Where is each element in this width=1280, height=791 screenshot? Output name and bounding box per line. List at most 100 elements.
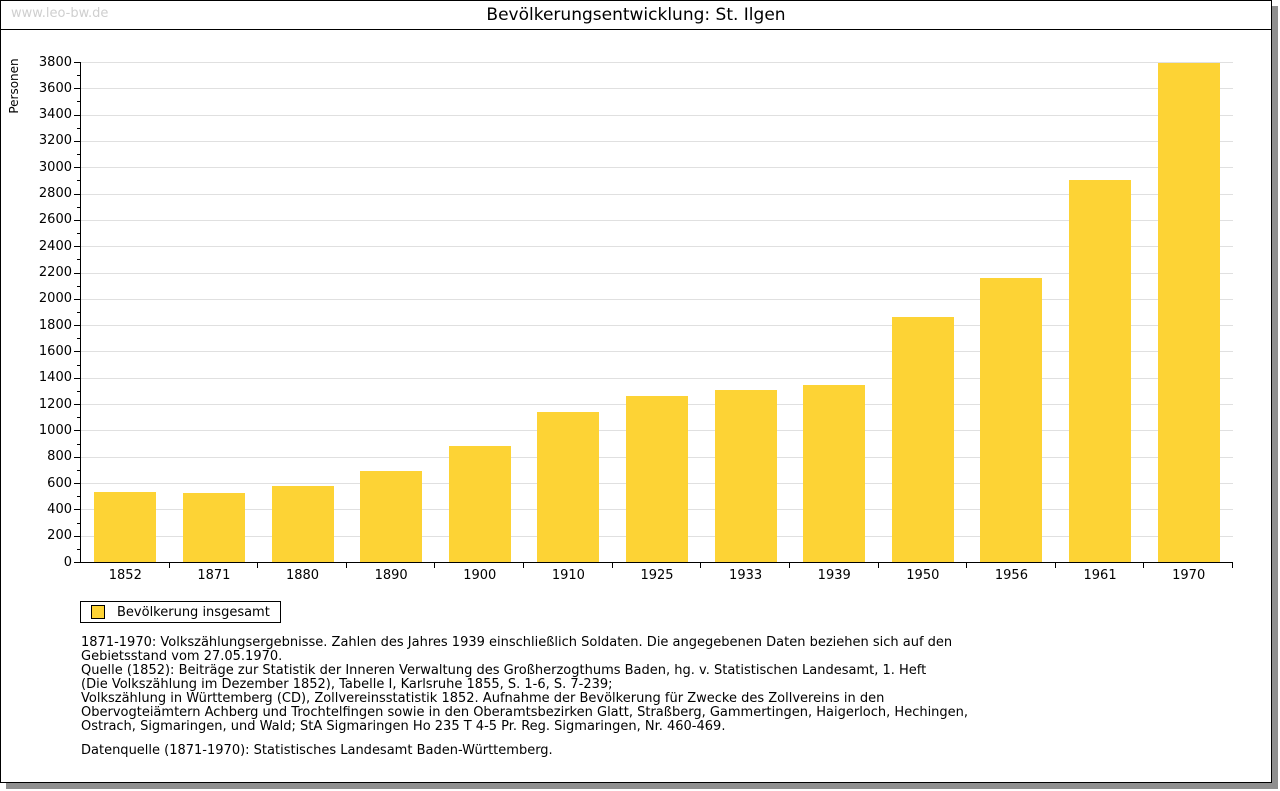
y-minor-tick — [77, 154, 81, 156]
footnote-line: Quelle (1852): Beiträge zur Statistik de… — [81, 663, 927, 678]
y-minor-tick — [77, 259, 81, 261]
y-tick-label: 2400 — [38, 238, 72, 254]
plot-area: 0 200 400 600 800 1000 1200 1400 1600 1800 2000 220… — [39, 55, 1233, 583]
gridline — [81, 167, 1233, 169]
x-tick-label: 1890 — [374, 568, 408, 583]
y-tick-label: 1000 — [38, 422, 72, 438]
y-tick-label: 3800 — [38, 54, 72, 70]
y-tick-label: 2000 — [38, 291, 72, 307]
bar-1852 — [94, 492, 157, 562]
y-major-tick — [74, 377, 81, 379]
y-minor-tick — [77, 364, 81, 366]
y-minor-tick — [77, 417, 81, 419]
x-tick-label: 1910 — [551, 568, 585, 583]
watermark: www.leo-bw.de — [11, 6, 109, 21]
y-minor-tick — [77, 548, 81, 550]
y-tick-label: 3000 — [38, 159, 72, 175]
y-major-tick — [74, 351, 81, 353]
bar-1961 — [1069, 180, 1132, 562]
y-major-tick — [74, 193, 81, 195]
x-tick — [257, 563, 259, 568]
y-minor-tick — [77, 338, 81, 340]
bar-1871 — [182, 492, 245, 562]
x-tick-label: 1925 — [640, 568, 674, 583]
y-tick-label: 1400 — [38, 370, 72, 386]
y-major-tick — [74, 246, 81, 248]
x-tick-label: 1970 — [1172, 568, 1206, 583]
gridline — [81, 351, 1233, 353]
y-minor-tick — [77, 233, 81, 235]
y-minor-tick — [77, 390, 81, 392]
gridline — [81, 193, 1233, 195]
x-tick — [1143, 563, 1145, 568]
y-tick-label: 3400 — [38, 107, 72, 123]
gridline — [81, 62, 1233, 63]
x-tick — [168, 563, 170, 568]
bar-1970 — [1157, 62, 1220, 562]
y-minor-tick — [77, 312, 81, 313]
y-tick-label: 3200 — [38, 133, 72, 149]
y-tick-label: 3600 — [38, 80, 72, 96]
x-tick-label: 1871 — [197, 568, 231, 583]
bar-1900 — [448, 446, 511, 562]
y-tick-label: 1600 — [38, 343, 72, 359]
footnote-line: Ostrach, Sigmaringen, und Wald; StA Sigm… — [81, 719, 726, 734]
y-tick-label: 2200 — [38, 265, 72, 281]
x-tick-label: 1933 — [729, 568, 763, 583]
legend: Bevölkerung insgesamt — [80, 601, 281, 623]
x-tick — [1232, 563, 1233, 568]
footnote-line: (Die Volkszählung im Dezember 1852), Tab… — [81, 677, 613, 692]
bar-1950 — [891, 316, 954, 562]
legend-swatch — [91, 605, 105, 619]
bar-1956 — [980, 278, 1043, 562]
y-major-tick — [74, 88, 81, 90]
y-major-tick — [74, 562, 81, 563]
y-tick-label: 600 — [47, 475, 72, 491]
y-minor-tick — [77, 206, 81, 208]
y-minor-tick — [77, 443, 81, 445]
gridline — [81, 325, 1233, 327]
y-major-tick — [74, 219, 81, 221]
y-major-tick — [74, 509, 81, 511]
y-tick-label: 800 — [47, 449, 72, 465]
y-minor-tick — [77, 496, 81, 498]
y-minor-tick — [77, 127, 81, 129]
footnotes: 1871-1970: Volkszählungsergebnisse. Zahl… — [81, 636, 968, 734]
x-tick-label: 1900 — [463, 568, 497, 583]
x-tick-label: 1852 — [108, 568, 142, 583]
x-tick — [523, 563, 525, 568]
x-tick-label: 1961 — [1083, 568, 1117, 583]
gridline — [81, 246, 1233, 248]
y-tick-label: 400 — [47, 501, 72, 517]
footnote-line: Gebietsstand vom 27.05.1970. — [81, 649, 283, 664]
bar-1933 — [714, 390, 777, 562]
y-major-tick — [74, 404, 81, 406]
gridline — [81, 88, 1233, 90]
bar-1880 — [271, 486, 334, 562]
y-major-tick — [74, 483, 81, 485]
y-major-tick — [74, 430, 81, 432]
y-tick-label: 200 — [47, 528, 72, 544]
x-tick — [1054, 563, 1056, 568]
x-tick-label: 1956 — [994, 568, 1028, 583]
y-major-tick — [74, 456, 81, 458]
bar-1890 — [360, 471, 423, 562]
x-tick — [877, 563, 879, 568]
datasource-line: Datenquelle (1871-1970): Statistisches L… — [81, 743, 553, 758]
y-minor-tick — [77, 469, 81, 471]
y-tick-label: 2800 — [38, 186, 72, 202]
x-tick — [788, 563, 790, 568]
y-tick-label: 2600 — [38, 212, 72, 228]
gridline — [81, 298, 1233, 300]
gridline — [81, 377, 1233, 379]
y-major-tick — [74, 272, 81, 274]
x-tick-label: 1880 — [285, 568, 320, 583]
y-major-tick — [74, 535, 81, 537]
x-tick — [611, 563, 613, 568]
y-major-tick — [74, 140, 81, 142]
footnote-line: Volkszählung in Württemberg (CD), Zollve… — [81, 691, 885, 706]
gridline — [81, 114, 1233, 116]
y-major-tick — [74, 325, 81, 327]
y-major-tick — [74, 62, 81, 63]
